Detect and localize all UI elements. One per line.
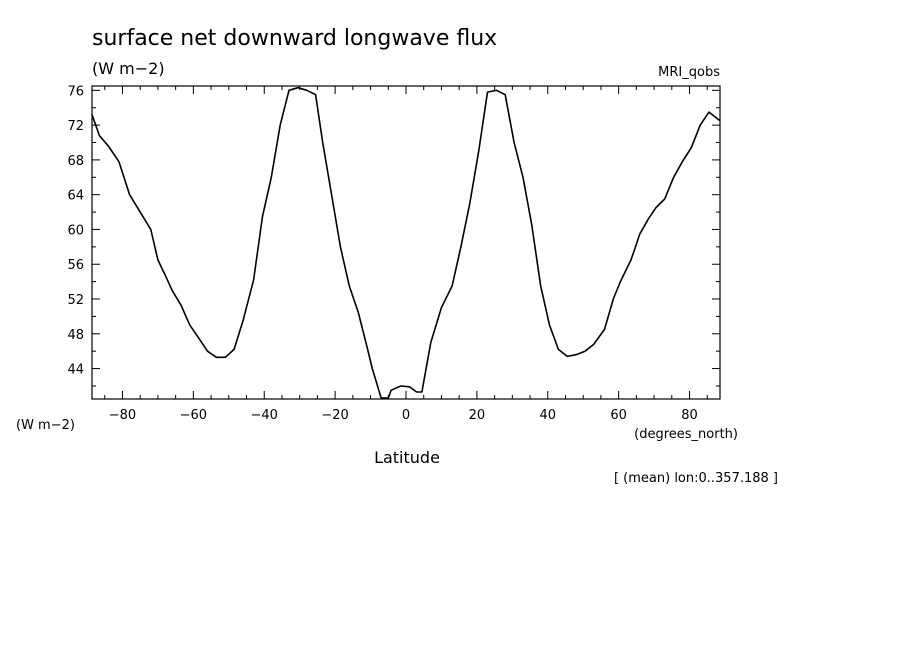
x-tick-label: 60 xyxy=(610,408,627,423)
plot-frame xyxy=(91,85,721,400)
x-tick-label: 20 xyxy=(469,408,486,423)
dataset-label: MRI_qobs xyxy=(658,65,720,80)
y-tick-label: 56 xyxy=(67,258,84,273)
y-axis-unit-label: (W m−2) xyxy=(16,418,75,433)
x-axis-label: Latitude xyxy=(374,448,440,467)
x-tick-label: −20 xyxy=(321,408,348,423)
plot-border xyxy=(91,85,721,400)
x-tick-label: 0 xyxy=(402,408,410,423)
x-axis-unit-label: (degrees_north) xyxy=(634,427,738,442)
y-tick-label: 44 xyxy=(67,363,84,378)
y-tick-label: 48 xyxy=(67,328,84,343)
y-tick-label: 64 xyxy=(67,189,84,204)
x-tick-label: −60 xyxy=(180,408,207,423)
units-label: (W m−2) xyxy=(92,59,165,78)
y-tick-label: 76 xyxy=(67,84,84,99)
series-line xyxy=(91,86,721,399)
y-tick-label: 72 xyxy=(67,119,84,134)
series-layer xyxy=(91,86,721,399)
x-tick-label: 80 xyxy=(681,408,698,423)
y-tick-label: 60 xyxy=(67,223,84,238)
y-tick-label: 52 xyxy=(67,293,84,308)
footnote: [ (mean) lon:0..357.188 ] xyxy=(614,471,778,486)
chart-title: surface net downward longwave flux xyxy=(92,26,497,51)
x-tick-label: −80 xyxy=(109,408,136,423)
y-tick-label: 68 xyxy=(67,154,84,169)
y-axis-ticks: 44 48 52 56 60 64 68 72 76 xyxy=(67,84,720,387)
x-tick-label: 40 xyxy=(539,408,556,423)
x-tick-label: −40 xyxy=(251,408,278,423)
x-axis-ticks: −80 −60 −40 −20 0 20 40 60 80 xyxy=(104,86,708,423)
